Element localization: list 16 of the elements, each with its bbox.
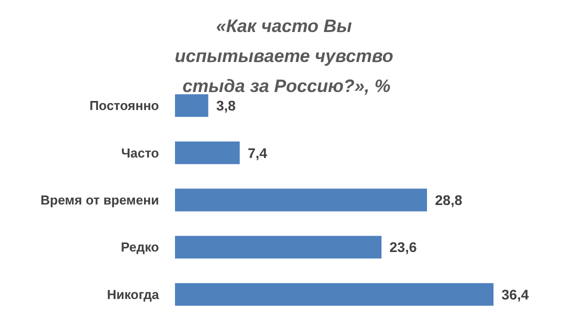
y-tick-label: Время от времени	[40, 192, 160, 208]
data-label: 28,8	[435, 192, 462, 208]
y-tick-label: Постоянно	[89, 98, 160, 114]
bar	[175, 283, 494, 306]
data-label: 3,8	[216, 98, 236, 114]
bar	[175, 94, 208, 117]
bar	[175, 236, 382, 259]
chart-title: «Как часто Вы испытываете чувство стыда за Россию?», %	[174, 16, 398, 96]
y-tick-label: Часто	[121, 145, 160, 160]
bar	[175, 188, 427, 212]
bar	[175, 141, 240, 164]
y-tick-label: Никогда	[106, 286, 160, 302]
data-label: 7,4	[248, 144, 268, 161]
y-tick-label: Редко	[120, 240, 160, 255]
data-label: 36,4	[502, 286, 529, 302]
data-label: 23,6	[390, 239, 417, 256]
